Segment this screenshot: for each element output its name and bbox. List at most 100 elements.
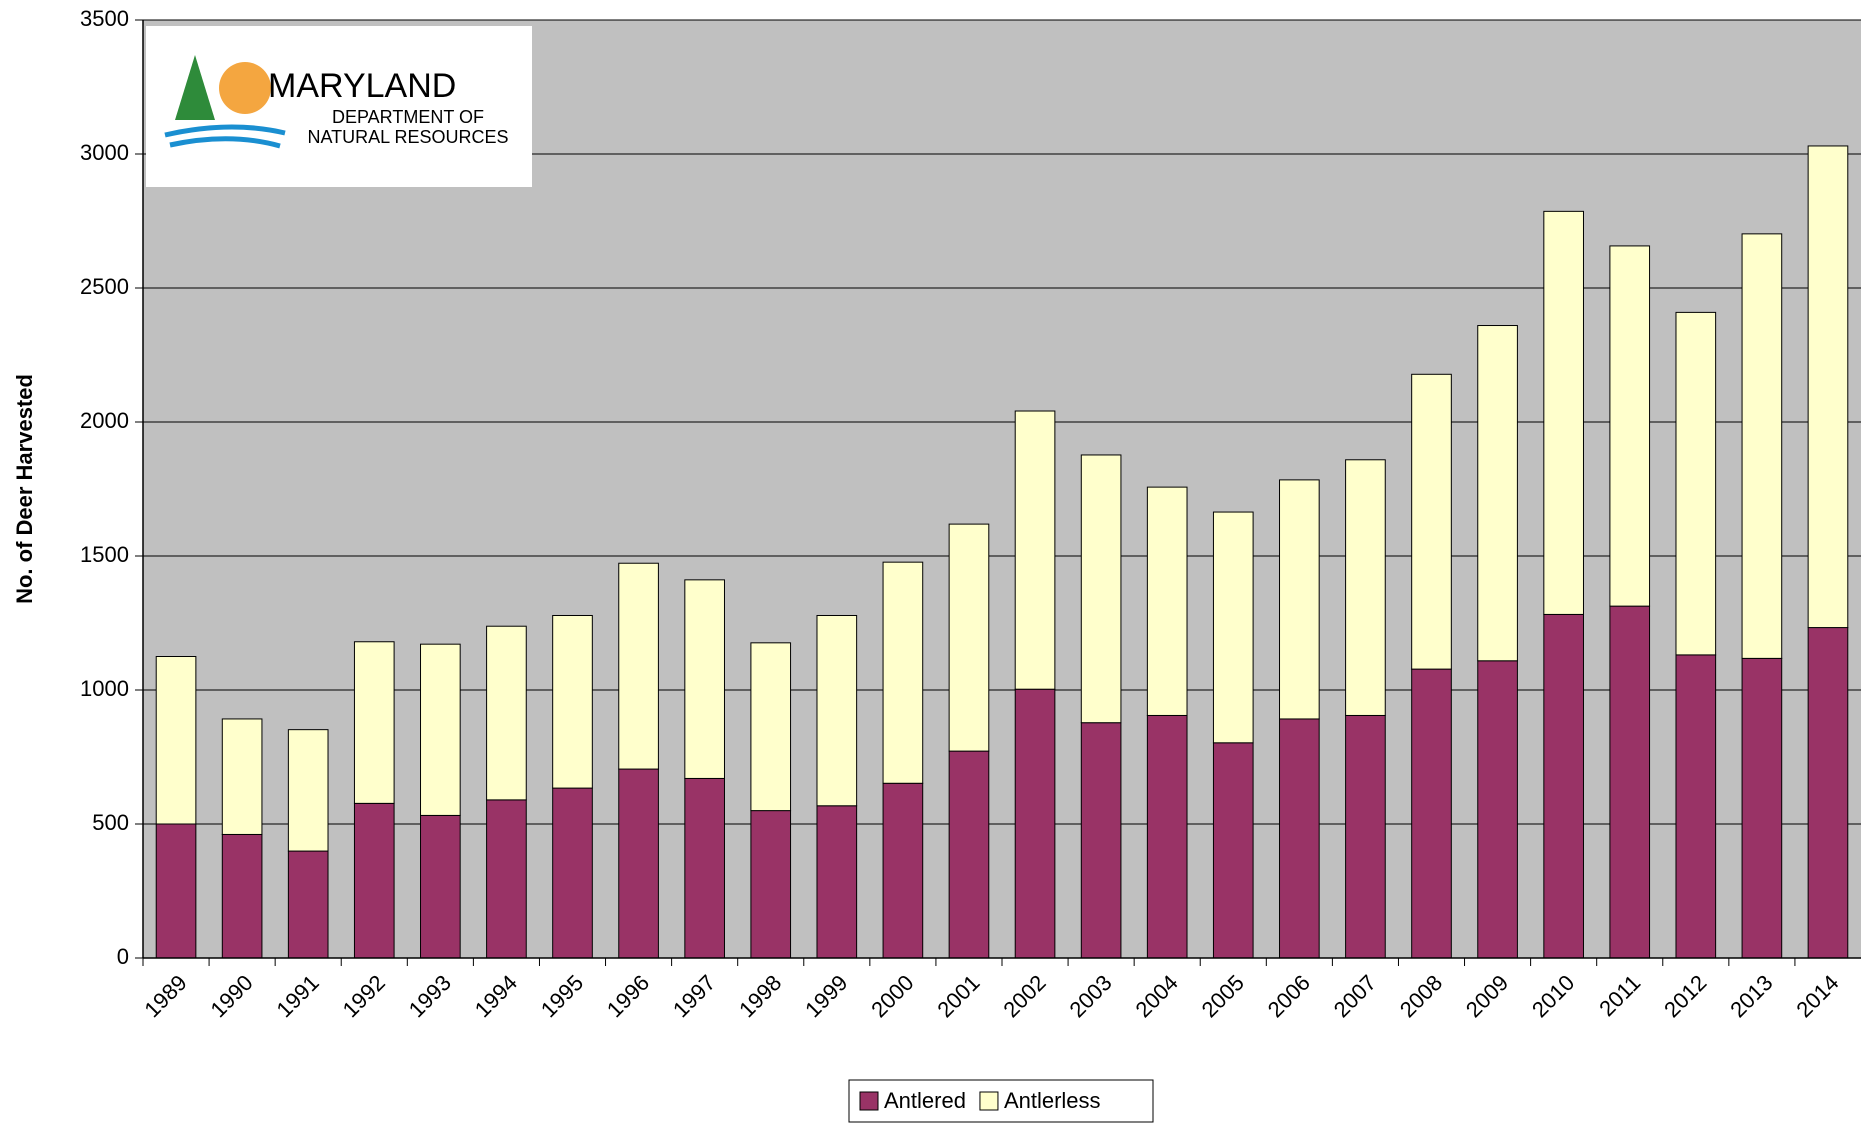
bar-segment xyxy=(1411,668,1452,959)
x-tick-label: 1994 xyxy=(470,970,522,1022)
bar-segment xyxy=(1675,654,1717,959)
bar-segment xyxy=(486,625,527,801)
bar-segment xyxy=(1807,145,1849,629)
x-tick-label: 1992 xyxy=(338,970,390,1022)
x-tick-label: 2006 xyxy=(1263,970,1315,1022)
y-tick-label: 3000 xyxy=(80,140,129,165)
bar-segment xyxy=(287,850,329,959)
bar-segment xyxy=(684,777,725,959)
x-tick-label: 2005 xyxy=(1197,970,1249,1022)
bar-segment xyxy=(882,561,924,784)
bar-segment xyxy=(1279,479,1320,720)
bar-segment xyxy=(1741,657,1783,959)
x-tick-label: 1993 xyxy=(404,970,456,1022)
logo-tree xyxy=(175,55,215,120)
bar-segment xyxy=(684,579,725,779)
y-axis-label: No. of Deer Harvested xyxy=(12,374,37,604)
x-tick-label: 1990 xyxy=(205,970,257,1022)
y-tick-label: 0 xyxy=(117,944,129,969)
x-tick-label: 1995 xyxy=(536,970,588,1022)
bar-segment xyxy=(353,802,395,959)
logo: MARYLAND DEPARTMENT OF NATURAL RESOURCES xyxy=(146,26,532,187)
logo-name: MARYLAND xyxy=(268,67,456,105)
x-tick-label: 2002 xyxy=(998,970,1050,1022)
bar-segment xyxy=(948,523,990,752)
bar-segment xyxy=(750,642,792,812)
bar-segment xyxy=(353,641,395,804)
x-tick-label: 2007 xyxy=(1329,970,1381,1022)
bar-segment xyxy=(750,810,792,959)
bar-segment xyxy=(552,787,593,959)
y-tick-label: 1500 xyxy=(80,542,129,567)
bar-segment xyxy=(1212,511,1254,744)
x-tick-label: 2013 xyxy=(1725,970,1777,1022)
x-tick-label: 1996 xyxy=(602,970,654,1022)
bar-segment xyxy=(1345,459,1386,716)
logo-water xyxy=(164,124,286,149)
legend-label: Antlered xyxy=(884,1088,966,1113)
bar-segment xyxy=(1477,660,1518,959)
bar-segment xyxy=(618,768,659,959)
bar-segment xyxy=(1741,233,1783,659)
bar-segment xyxy=(552,614,593,789)
bar-segment xyxy=(486,799,527,959)
bar-segment xyxy=(1345,714,1386,959)
logo-sun xyxy=(219,62,271,114)
bar-segment xyxy=(420,643,461,816)
bar-segment xyxy=(1146,486,1188,716)
y-tick-label: 1000 xyxy=(80,676,129,701)
bar-segment xyxy=(1014,688,1056,959)
logo-line: NATURAL RESOURCES xyxy=(307,127,508,147)
x-tick-label: 1991 xyxy=(272,970,324,1022)
x-tick-label: 2008 xyxy=(1395,970,1447,1022)
x-tick-label: 1997 xyxy=(668,970,720,1022)
x-tick-label: 2014 xyxy=(1791,970,1843,1022)
x-tick-label: 2003 xyxy=(1064,970,1116,1022)
x-tick-label: 2004 xyxy=(1131,970,1183,1022)
bar-segment xyxy=(221,718,263,835)
x-tick-label: 2000 xyxy=(866,970,918,1022)
bar-segment xyxy=(1609,605,1651,959)
bar-segment xyxy=(1014,410,1056,690)
bar-segment xyxy=(1609,245,1651,607)
y-tick-label: 2500 xyxy=(80,274,129,299)
y-tick-label: 2000 xyxy=(80,408,129,433)
bar-segment xyxy=(882,782,924,959)
x-tick-label: 1989 xyxy=(139,970,191,1022)
bar-segment xyxy=(155,823,197,959)
legend xyxy=(848,1079,1154,1123)
x-tick-label: 1999 xyxy=(800,970,852,1022)
bar-segment xyxy=(1675,311,1717,656)
legend-swatch xyxy=(979,1091,999,1111)
bar-segment xyxy=(1411,373,1452,670)
bars xyxy=(155,145,1849,959)
bar-segment xyxy=(1543,210,1584,615)
x-tick-label: 1998 xyxy=(734,970,786,1022)
bar-segment xyxy=(948,750,990,959)
y-tick-label: 500 xyxy=(92,810,129,835)
legend-label: Antlerless xyxy=(1004,1088,1101,1113)
bar-segment xyxy=(1080,454,1122,724)
x-tick-label: 2001 xyxy=(932,970,984,1022)
x-tick-label: 2012 xyxy=(1659,970,1711,1022)
bar-segment xyxy=(155,656,197,825)
x-tick-label: 2010 xyxy=(1527,970,1579,1022)
bar-segment xyxy=(420,814,461,959)
bar-segment xyxy=(618,562,659,770)
legend-swatch xyxy=(859,1091,879,1111)
bar-segment xyxy=(287,729,329,852)
x-tick-label: 2011 xyxy=(1594,970,1645,1021)
bar-segment xyxy=(1279,718,1320,959)
bar-segment xyxy=(816,614,858,807)
y-tick-label: 3500 xyxy=(80,6,129,31)
bar-segment xyxy=(1212,742,1254,959)
bar-segment xyxy=(221,833,263,959)
bar-segment xyxy=(1807,627,1849,959)
bar-segment xyxy=(1477,325,1518,662)
bar-segment xyxy=(1080,722,1122,959)
x-tick-label: 2009 xyxy=(1461,970,1513,1022)
bar-segment xyxy=(1543,613,1584,959)
bar-segment xyxy=(816,805,858,959)
logo-line: DEPARTMENT OF xyxy=(332,107,484,127)
